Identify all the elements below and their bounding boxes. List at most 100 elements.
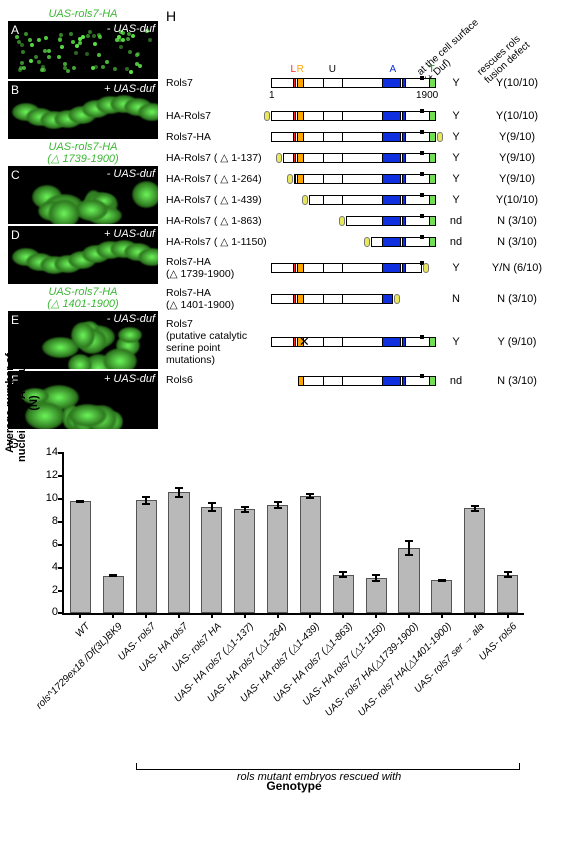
bar (300, 496, 321, 614)
panel-group-title: UAS-rols7-HA(△ 1401-1900) (8, 286, 158, 310)
panel-letter: A (11, 23, 19, 37)
y-tick-label: 8 (38, 515, 58, 527)
construct-row: Rols6 ndN (3/10) (166, 374, 558, 388)
construct-diagram (271, 109, 436, 123)
construct-row: HA-Rols7 ( △ 1-137)YY(9/10) (166, 151, 558, 165)
bar (103, 576, 124, 614)
panel-letter: C (11, 168, 20, 182)
microscopy-panel-C: C - UAS-duf (8, 166, 158, 224)
construct-diagram: ✕ (271, 335, 436, 349)
col-rescue: Y(9/10) (476, 131, 558, 143)
col-rescue: N (3/10) (476, 375, 558, 387)
bar (431, 580, 452, 613)
construct-diagram (271, 374, 436, 388)
construct-diagram (271, 130, 436, 144)
col-rescue: Y (9/10) (476, 336, 558, 348)
y-tick-label: 2 (38, 584, 58, 596)
construct-diagram (271, 214, 436, 228)
panel-G-chart: G Average number ofnuclei per DA1 muscle… (8, 453, 558, 803)
construct-diagram (271, 292, 436, 306)
construct-name: HA-Rols7 ( △ 1-264) (166, 173, 271, 185)
construct-row: HA-Rols7 ( △ 1-439) YY(10/10) (166, 193, 558, 207)
microscopy-panel-A: A - UAS-duf (8, 21, 158, 79)
col-cell-surface: Y (436, 77, 476, 89)
construct-name: Rols7-HA (166, 131, 271, 143)
construct-name: HA-Rols7 ( △ 1-439) (166, 194, 271, 206)
bar (267, 505, 288, 614)
bar-plot: 02468101214WTrols^1729ex18 /Df(3L)BK9UAS… (62, 453, 524, 615)
col-rescue: N (3/10) (476, 293, 558, 305)
col-rescue: Y(9/10) (476, 173, 558, 185)
panel-condition-label: - UAS-duf (107, 23, 155, 35)
panel-H: H at the cell surface(+ Duf) rescues rol… (158, 8, 558, 431)
construct-diagram (271, 151, 436, 165)
y-tick-label: 10 (38, 492, 58, 504)
col-cell-surface: Y (436, 110, 476, 122)
panel-letter: D (11, 228, 20, 242)
construct-name: HA-Rols7 ( △ 1-137) (166, 152, 271, 164)
panel-group-title: UAS-rols7-HA(△ 1739-1900) (8, 141, 158, 165)
construct-name: Rols7-HA(△ 1401-1900) (166, 287, 271, 311)
x-tick-label: WT (73, 621, 92, 640)
bar (398, 548, 419, 613)
col-cell-surface: N (436, 293, 476, 305)
construct-row: HA-Rols7 ( △ 1-1150) ndN (3/10) (166, 235, 558, 249)
microscopy-panel-B: B + UAS-duf (8, 81, 158, 139)
y-tick-label: 6 (38, 538, 58, 550)
y-tick-label: 0 (38, 606, 58, 618)
col-rescue: N (3/10) (476, 215, 558, 227)
panel-condition-label: - UAS-duf (107, 168, 155, 180)
panel-condition-label: + UAS-duf (104, 373, 155, 385)
bar (366, 578, 387, 613)
col-cell-surface: Y (436, 262, 476, 274)
bar (333, 575, 354, 614)
construct-row: Rols7-HAYY(9/10) (166, 130, 558, 144)
construct-name: Rols7(putative catalyticserine point mut… (166, 318, 271, 366)
x-axis-label: Genotype (64, 779, 524, 793)
col-cell-surface: Y (436, 194, 476, 206)
panel-condition-label: + UAS-duf (104, 228, 155, 240)
col-rescue: Y(10/10) (476, 110, 558, 122)
col-rescue: Y(9/10) (476, 152, 558, 164)
panel-condition-label: + UAS-duf (104, 83, 155, 95)
col-cell-surface: Y (436, 336, 476, 348)
construct-row: HA-Rols7 YY(10/10) (166, 109, 558, 123)
bar (70, 501, 91, 613)
col-rescue: N (3/10) (476, 236, 558, 248)
construct-diagram (271, 76, 436, 90)
construct-name: Rols7 (166, 77, 271, 89)
construct-diagram (271, 193, 436, 207)
bar (168, 492, 189, 613)
panel-H-letter: H (166, 8, 558, 24)
bar (136, 500, 157, 613)
col-cell-surface: nd (436, 236, 476, 248)
col-cell-surface: nd (436, 375, 476, 387)
panel-condition-label: - UAS-duf (107, 313, 155, 325)
panel-group-title: UAS-rols7-HA (8, 8, 158, 20)
bar (497, 575, 518, 614)
construct-name: HA-Rols7 (166, 110, 271, 122)
panel-letter: B (11, 83, 19, 97)
bar (201, 507, 222, 613)
construct-row: HA-Rols7 ( △ 1-264) YY(9/10) (166, 172, 558, 186)
col-rescue: Y(10/10) (476, 194, 558, 206)
construct-diagram (271, 261, 436, 275)
construct-diagram (271, 172, 436, 186)
bar (464, 508, 485, 613)
construct-row: Rols7-HA(△ 1401-1900) NN (3/10) (166, 287, 558, 311)
construct-name: HA-Rols7 ( △ 1-1150) (166, 236, 271, 248)
y-tick-label: 12 (38, 469, 58, 481)
y-tick-label: 14 (38, 446, 58, 458)
figure: UAS-rols7-HA A - UAS-duf B + UAS-duf UAS-rols… (8, 8, 558, 803)
y-tick-label: 4 (38, 561, 58, 573)
y-axis-label: Average number ofnuclei per DA1 muscle(N… (4, 323, 40, 483)
construct-name: Rols6 (166, 374, 271, 386)
construct-diagram (271, 235, 436, 249)
col-cell-surface: nd (436, 215, 476, 227)
col-cell-surface: Y (436, 173, 476, 185)
construct-row: Rols7-HA(△ 1739-1900)YY/N (6/10) (166, 256, 558, 280)
microscopy-panel-D: D + UAS-duf (8, 226, 158, 284)
construct-name: HA-Rols7 ( △ 1-863) (166, 215, 271, 227)
construct-row: HA-Rols7 ( △ 1-863) ndN (3/10) (166, 214, 558, 228)
col-rescue: Y/N (6/10) (476, 262, 558, 274)
